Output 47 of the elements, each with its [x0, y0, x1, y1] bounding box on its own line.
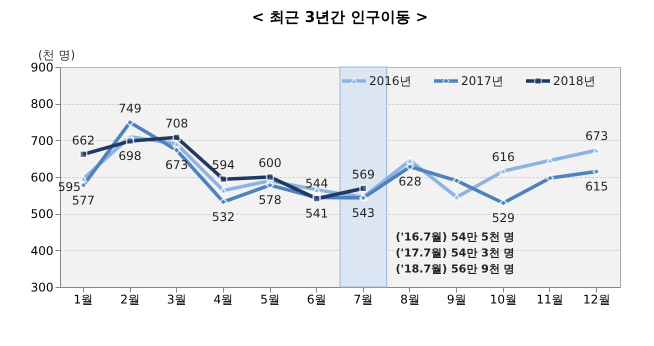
data-label: 615 — [585, 180, 608, 194]
data-label: 708 — [165, 116, 188, 130]
y-tick-label: 700 — [30, 134, 54, 148]
data-label: 600 — [258, 156, 282, 170]
x-tick-label: 2월 — [120, 292, 140, 306]
y-tick-label: 300 — [30, 280, 54, 294]
data-label: 578 — [258, 193, 282, 208]
y-tick-label: 800 — [30, 97, 54, 112]
data-label: 698 — [118, 149, 142, 164]
data-label: 569 — [352, 167, 375, 182]
x-tick-label: 9월 — [446, 292, 466, 306]
y-tick-label: 900 — [30, 60, 54, 74]
y-axis-title: (천 명) — [38, 48, 76, 62]
data-label: 595 — [58, 180, 81, 194]
data-label: 628 — [398, 174, 422, 189]
data-label: 662 — [72, 133, 95, 148]
data-label: 529 — [492, 211, 515, 226]
annotation: ('18.7월) 56만 9천 명 — [396, 262, 515, 276]
legend-label: 2016년 — [369, 74, 412, 88]
data-label: 749 — [118, 101, 142, 116]
x-tick-label: 8월 — [400, 292, 420, 306]
y-tick-label: 400 — [30, 244, 54, 258]
data-label: 594 — [212, 158, 235, 172]
x-tick-label: 7월 — [354, 292, 374, 306]
x-tick-label: 3월 — [166, 292, 186, 306]
legend-label: 2017년 — [461, 74, 504, 88]
x-tick-label: 5월 — [260, 292, 280, 306]
annotation: ('17.7월) 54만 3천 명 — [396, 246, 515, 260]
annotation: ('16.7월) 54만 5천 명 — [396, 230, 515, 244]
y-tick-label: 600 — [30, 170, 54, 184]
chart-title: < 최근 3년간 인구이동 > — [252, 8, 428, 26]
data-label: 544 — [305, 176, 328, 191]
data-label: 673 — [585, 129, 608, 144]
x-tick-label: 6월 — [306, 292, 326, 306]
legend-label: 2018년 — [553, 74, 596, 88]
x-tick-label: 11월 — [536, 292, 564, 306]
data-label: 673 — [165, 158, 188, 172]
data-label: 543 — [352, 206, 375, 220]
y-tick-label: 500 — [30, 207, 54, 222]
data-label: 532 — [212, 210, 235, 224]
x-tick-label: 4월 — [214, 292, 234, 306]
data-label: 616 — [492, 150, 515, 164]
x-tick-label: 10월 — [490, 292, 517, 306]
x-tick-label: 1월 — [74, 292, 94, 306]
data-label: 577 — [72, 193, 95, 208]
data-label: 541 — [305, 206, 328, 221]
x-tick-label: 12월 — [583, 292, 610, 306]
